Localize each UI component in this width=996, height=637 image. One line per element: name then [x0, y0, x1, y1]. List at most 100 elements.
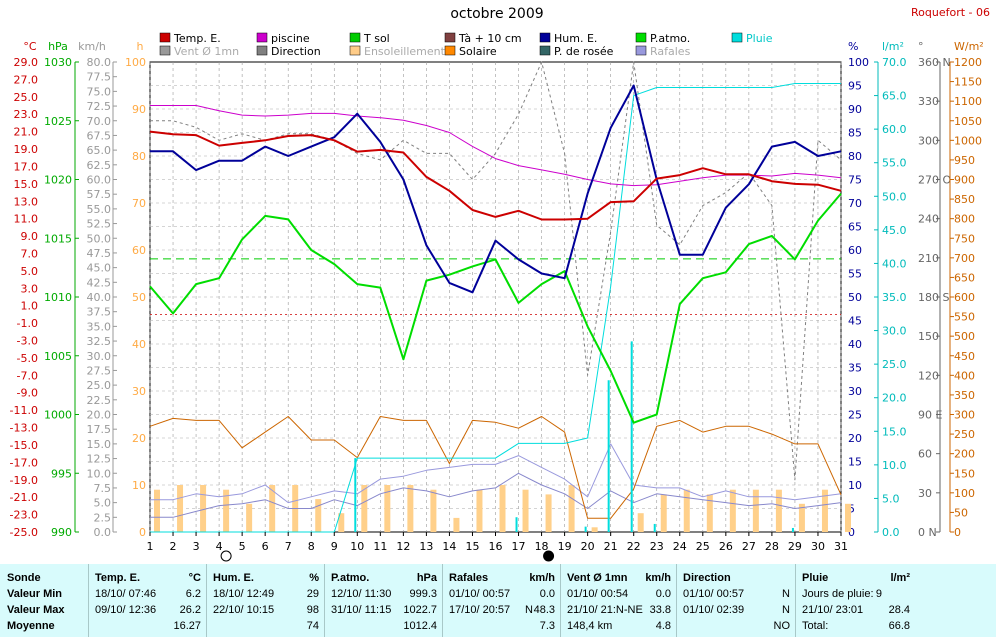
axis-tick-label: 27.0 [14, 73, 39, 86]
stats-column-unit: km/h [645, 572, 671, 584]
full-moon-icon [220, 550, 232, 562]
axis-tick-label: -23.0 [10, 509, 38, 522]
x-tick-label: 22 [627, 540, 641, 553]
axis-tick-label: 72.5 [87, 100, 112, 113]
axis-tick-label: 10.0 [87, 467, 112, 480]
sunshine-bar [798, 503, 805, 532]
stats-total-value: 66.8 [888, 620, 910, 632]
legend-swatch [349, 32, 361, 43]
legend-label: piscine [271, 32, 310, 45]
axis-tick-label: 600 [954, 291, 975, 304]
sunshine-bar [752, 489, 759, 532]
axis-tick-label: 40 [132, 338, 146, 351]
x-tick-label: 21 [604, 540, 618, 553]
axis-tick-label: 50 [132, 291, 146, 304]
stats-max-date: 21/10/ 21:N-NE [567, 604, 643, 616]
legend-swatch [256, 45, 268, 56]
axis-tick-label: 11.0 [14, 213, 39, 226]
sunshine-bar [499, 485, 506, 532]
axis-tick-label: 1200 [954, 56, 982, 69]
legend-swatch [539, 45, 551, 56]
series-hum-e [150, 84, 842, 294]
axis-tick-label: 180 S [918, 291, 949, 304]
stats-row-label: Valeur Max [7, 604, 65, 616]
axis-tick-label: 29.0 [14, 56, 39, 69]
axis-tick-label: 1025 [44, 115, 72, 128]
stats-max-value: 98 [306, 604, 319, 616]
axis-tick-label: 25.0 [882, 358, 907, 371]
axis-tick-label: 95 [848, 80, 862, 93]
sunshine-bar [453, 517, 460, 532]
axis-tick-label: 950 [954, 154, 975, 167]
axis-tick-label: 1015 [44, 232, 72, 245]
axis-tick-label: 20 [132, 432, 146, 445]
legend-label: Temp. E. [173, 32, 221, 45]
sunshine-bar [200, 485, 207, 532]
stats-min-date: 18/10/ 12:49 [213, 588, 275, 600]
x-tick-label: 4 [216, 540, 223, 553]
axis-tick-label: 15.0 [882, 425, 907, 438]
axis-tick-label: 30.0 [87, 350, 112, 363]
stats-max-value: N [782, 604, 790, 616]
axis-unit: km/h [78, 40, 106, 53]
axis-tick-label: 250 [954, 428, 975, 441]
axis-tick-label: 270 O [918, 174, 951, 187]
series-vent-1mn [150, 472, 842, 518]
legend-swatch [444, 32, 456, 43]
stats-max-date: 09/10/ 12:36 [95, 604, 157, 616]
sunshine-bar [729, 489, 736, 532]
stats-min-value: 29 [306, 588, 319, 600]
x-tick-label: 15 [465, 540, 479, 553]
legend-label: Hum. E. [554, 32, 597, 45]
x-tick-label: 3 [193, 540, 200, 553]
x-tick-label: 17 [512, 540, 526, 553]
x-tick-label: 20 [581, 540, 595, 553]
sunshine-bar [545, 494, 552, 532]
axis-tick-label: 57.5 [87, 188, 112, 201]
axis-tick-label: 100 [954, 487, 975, 500]
x-tick-label: 29 [788, 540, 802, 553]
stats-max-date: 21/10/ 23:01 [802, 604, 864, 616]
axis-unit: % [848, 40, 858, 53]
series-p-atmo [149, 192, 842, 424]
axis-tick-label: 0 [954, 526, 961, 539]
stats-row-label: Valeur Min [7, 588, 63, 600]
axis-tick-label: 90 [848, 103, 862, 116]
stats-panel: Sonde Valeur Min Valeur Max Moyenne Temp. E.… [0, 564, 996, 637]
axis-tick-label: 7.5 [94, 482, 112, 495]
axis-tick-label: 240 [918, 213, 939, 226]
sunshine-bar [154, 489, 160, 532]
axis-tick-label: 100 [848, 56, 869, 69]
stats-column-unit: l/m² [890, 572, 910, 584]
stats-max-date: 17/10/ 20:57 [449, 604, 511, 616]
legend-swatch [444, 45, 456, 56]
axis-tick-label: -13.0 [10, 422, 38, 435]
axis-tick-label: 35.0 [87, 320, 112, 333]
stats-avg-value: 16.27 [173, 620, 201, 632]
axes: °C 29.0 27.0 25.0 23.0 21.0 19.0 17.0 15.0 13.0 11… [10, 40, 984, 539]
axis-tick-label: 5.0 [882, 492, 900, 505]
axis-tick-label: 0.0 [94, 526, 112, 539]
x-tick-label: 6 [262, 540, 269, 553]
series-temp-e [149, 130, 842, 221]
stats-max-value: 33.8 [649, 604, 671, 616]
series-rafales [150, 443, 842, 504]
stats-min-value: 0.0 [655, 588, 671, 600]
legend-swatch [635, 32, 647, 43]
x-tick-label: 23 [650, 540, 664, 553]
x-tick-label: 26 [719, 540, 733, 553]
axis-tick-label: 65.0 [87, 144, 112, 157]
axis-tick-label: 25.0 [87, 379, 112, 392]
sunshine-bar [223, 489, 230, 532]
axis-tick-label: 22.5 [87, 394, 112, 407]
stats-min-date: 01/10/ 00:54 [567, 588, 629, 600]
axis-tick-label: -15.0 [10, 439, 38, 452]
axis-tick-label: 210 [918, 252, 939, 265]
axis-tick-label: 150 [954, 467, 975, 480]
legend-swatch [256, 32, 268, 43]
axis-tick-label: 200 [954, 448, 975, 461]
stats-column-unit: °C [188, 572, 201, 584]
stats-column-name: Temp. E. [95, 572, 141, 584]
axis-tick-label: 90 E [918, 409, 942, 422]
sunshine-bar [660, 494, 667, 532]
